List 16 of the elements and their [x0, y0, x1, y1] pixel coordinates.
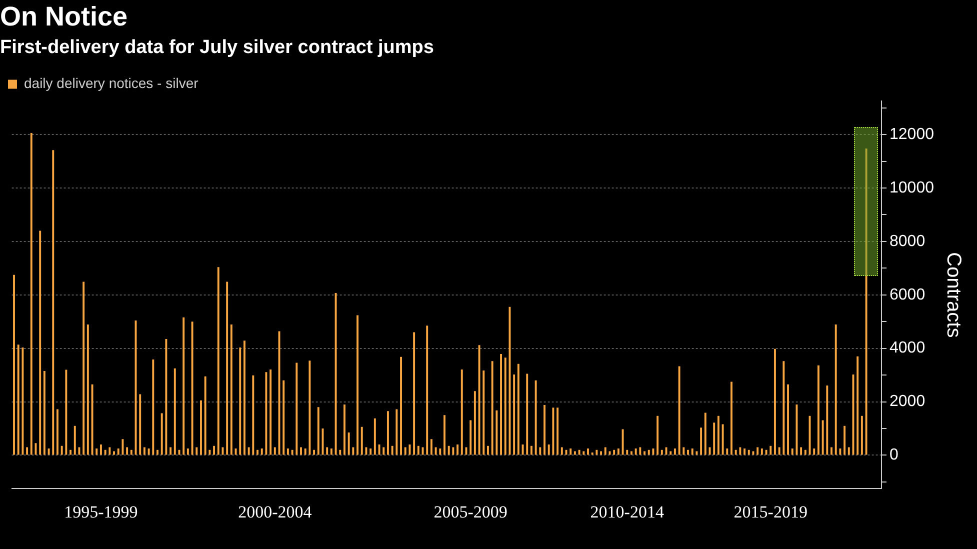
- y-tick-label: 0: [890, 446, 899, 464]
- x-tick-label: 1995-1999: [64, 502, 138, 522]
- y-tick-label: 2000: [890, 393, 926, 410]
- y-tick-label: 8000: [890, 232, 926, 250]
- x-tick-label: 2005-2009: [434, 502, 508, 522]
- y-axis-title: Contracts: [942, 252, 964, 338]
- y-tick-label: 6000: [890, 286, 926, 304]
- legend-label: daily delivery notices - silver: [24, 75, 199, 92]
- y-tick-label: 10000: [890, 179, 934, 196]
- x-tick-label: 2000-2004: [238, 502, 312, 522]
- y-tick-label: 12000: [890, 126, 934, 144]
- x-tick-label: 2010-2014: [590, 502, 664, 522]
- y-tick-label: 4000: [890, 340, 926, 357]
- chart-title: On Notice: [0, 2, 128, 32]
- chart-subtitle: First-delivery data for July silver contract jumps: [0, 37, 434, 58]
- x-tick-label: 2015-2019: [734, 502, 808, 522]
